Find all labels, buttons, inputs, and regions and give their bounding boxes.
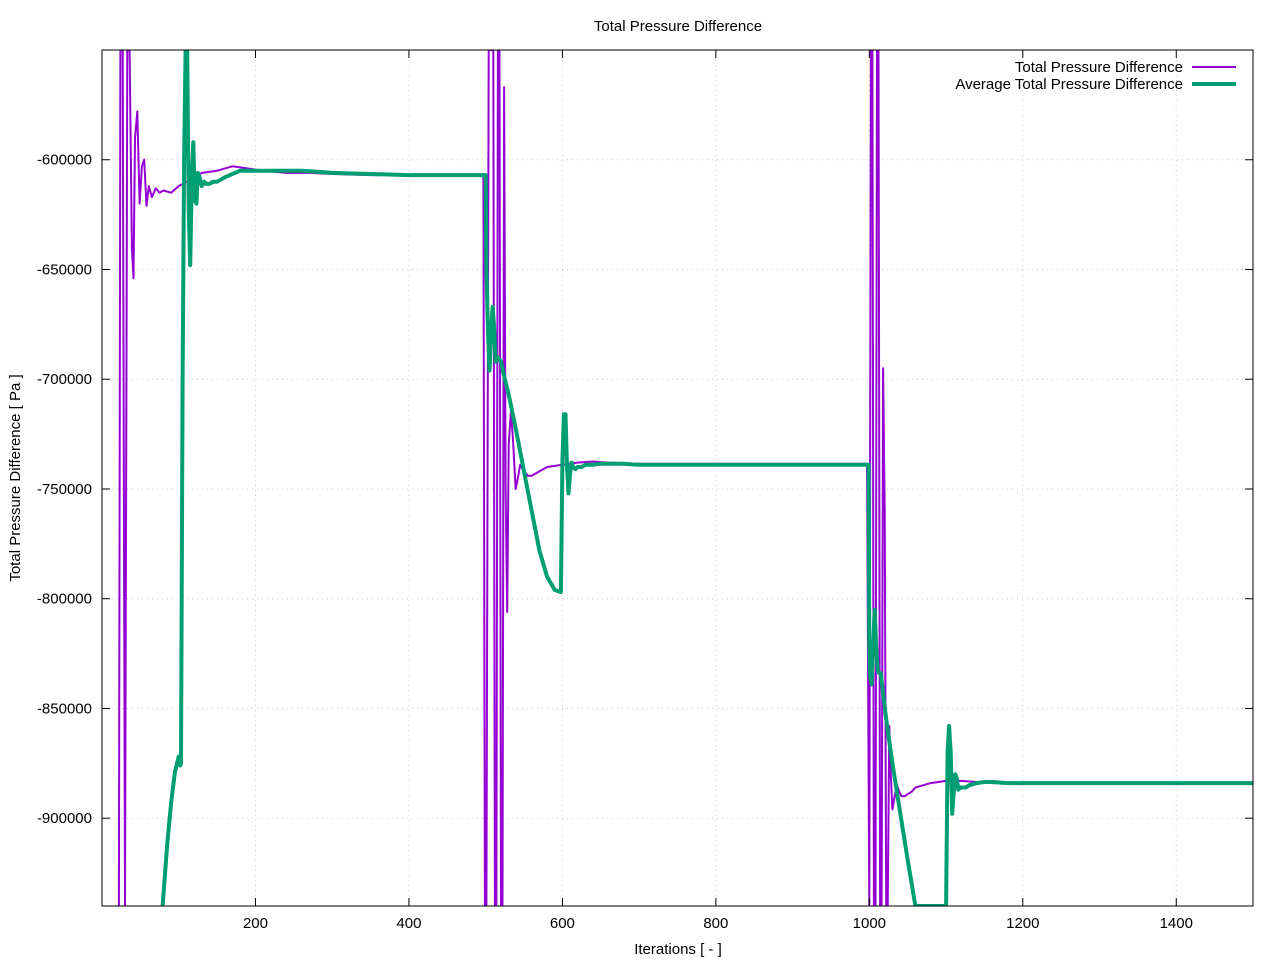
- x-tick-label: 400: [396, 915, 421, 932]
- chart-title: Total Pressure Difference: [594, 18, 762, 35]
- x-tick-label: 200: [243, 915, 268, 932]
- y-tick-label: -750000: [37, 481, 92, 498]
- legend-label-average: Average Total Pressure Difference: [955, 76, 1183, 93]
- y-tick-label: -700000: [37, 371, 92, 388]
- y-tick-label: -900000: [37, 810, 92, 827]
- y-tick-label: -850000: [37, 700, 92, 717]
- x-tick-label: 600: [550, 915, 575, 932]
- total-pressure-difference-line: [117, 50, 1253, 906]
- y-tick-label: -600000: [37, 152, 92, 169]
- axis-ticks: 200 400 600 800 1000 1200 1400 -600000 -650000 -7…: [37, 50, 1253, 932]
- x-tick-label: 800: [703, 915, 728, 932]
- average-total-pressure-difference-line: [160, 50, 1253, 906]
- x-axis-label: Iterations [ - ]: [634, 941, 722, 958]
- plot-frame: [101, 49, 1254, 907]
- legend-label-total: Total Pressure Difference: [1015, 59, 1183, 76]
- y-axis-label: Total Pressure Difference [ Pa ]: [7, 374, 24, 581]
- y-tick-label: -800000: [37, 591, 92, 608]
- y-tick-label: -650000: [37, 261, 92, 278]
- x-tick-label: 1400: [1160, 915, 1193, 932]
- x-tick-label: 1200: [1006, 915, 1039, 932]
- plot-area: [117, 50, 1253, 906]
- grid-lines: [102, 50, 1253, 906]
- legend: Total Pressure Difference Average Total …: [955, 59, 1236, 93]
- x-tick-label: 1000: [853, 915, 886, 932]
